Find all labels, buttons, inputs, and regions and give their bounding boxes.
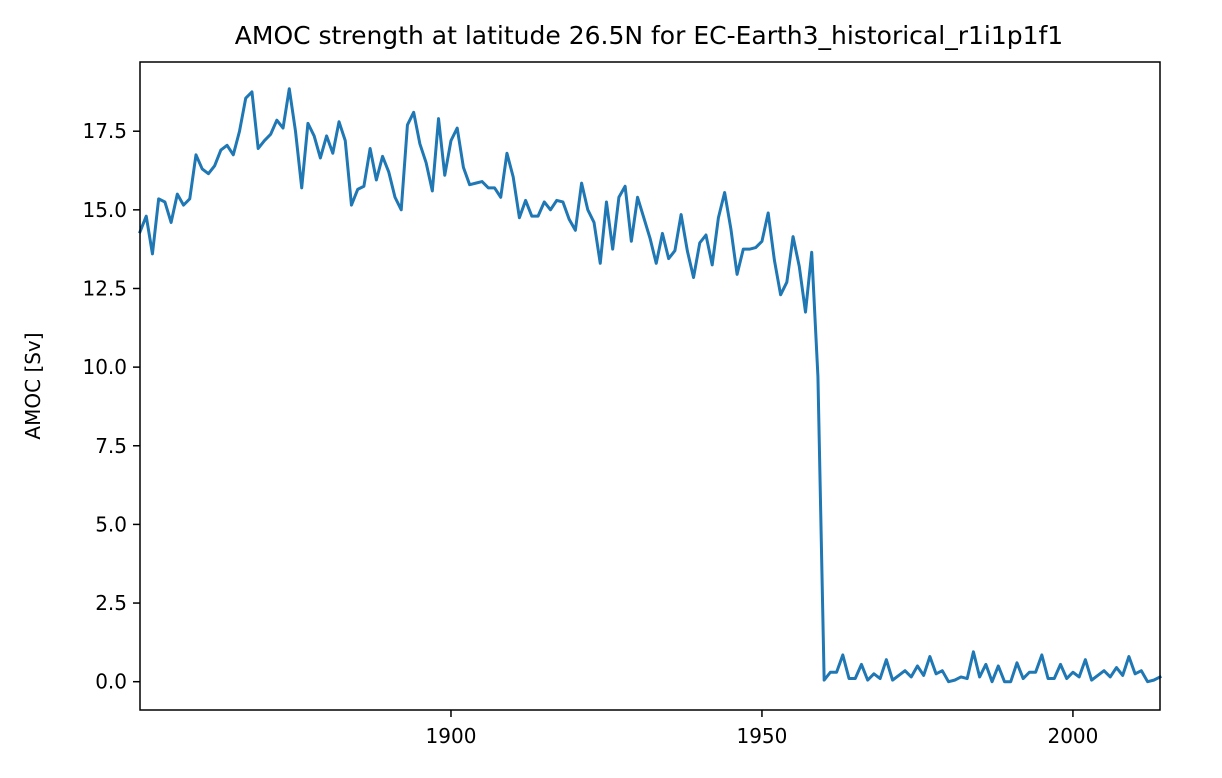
- chart-title: AMOC strength at latitude 26.5N for EC-E…: [235, 21, 1063, 50]
- x-tick-label: 1900: [426, 724, 477, 748]
- y-tick-label: 17.5: [82, 119, 127, 143]
- y-tick-label: 0.0: [95, 670, 127, 694]
- y-tick-label: 12.5: [82, 276, 127, 300]
- x-axis-ticks: 1900 1950 2000: [426, 710, 1098, 748]
- y-axis-ticks: 0.0 2.5 5.0 7.5 10.0 12.5 15.0 17.5: [82, 119, 140, 694]
- y-tick-label: 2.5: [95, 591, 127, 615]
- y-tick-label: 15.0: [82, 198, 127, 222]
- y-tick-label: 5.0: [95, 512, 127, 536]
- y-tick-label: 7.5: [95, 434, 127, 458]
- x-tick-label: 1950: [736, 724, 787, 748]
- plot-frame: [139, 61, 1161, 711]
- plot-area: [138, 87, 1163, 684]
- y-axis-label: AMOC [Sv]: [21, 332, 45, 439]
- x-tick-label: 2000: [1047, 724, 1098, 748]
- y-tick-label: 10.0: [82, 355, 127, 379]
- amoc-series-line: [138, 87, 1163, 684]
